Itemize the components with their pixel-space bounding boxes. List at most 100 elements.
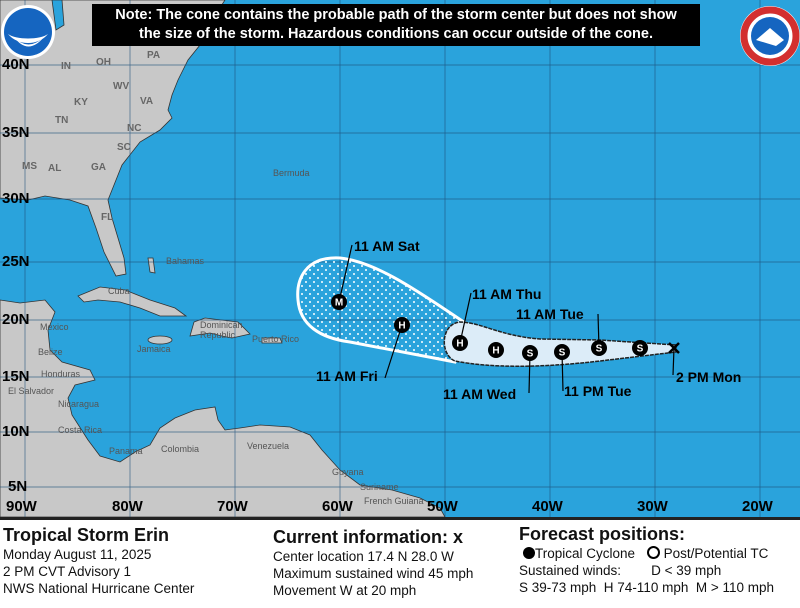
- state-label: AL: [48, 163, 62, 174]
- forecast-point-intensity: S: [637, 344, 644, 355]
- forecast-label: 2 PM Mon: [676, 369, 742, 385]
- forecast-point-intensity: S: [559, 348, 566, 359]
- forecast-point-intensity: M: [335, 298, 343, 309]
- lon-label: 80W: [112, 498, 143, 515]
- current-info-title: Current information: x: [273, 527, 464, 547]
- advisory-number: 2 PM CVT Advisory 1: [3, 564, 132, 579]
- state-label: KY: [74, 97, 88, 108]
- place-label: Venezuela: [247, 441, 290, 451]
- advisory-date: Monday August 11, 2025: [3, 547, 152, 562]
- state-label: OH: [96, 57, 111, 68]
- place-label: Panama: [109, 446, 143, 456]
- state-label: WV: [113, 81, 130, 92]
- state-label: TN: [55, 115, 69, 126]
- place-label: Nicaragua: [58, 399, 100, 409]
- place-label: Honduras: [41, 369, 81, 379]
- legend-panel: Tropical Storm Erin Monday August 11, 20…: [0, 517, 800, 608]
- forecast-cone-days-1-3: [443, 321, 677, 367]
- lon-label: 60W: [322, 498, 353, 515]
- forecast-label: 11 PM Tue: [564, 383, 632, 399]
- forecast-label: 11 AM Thu: [472, 286, 542, 302]
- forecast-point-s: [554, 344, 570, 360]
- lat-label: 35N: [2, 124, 30, 141]
- lat-label: 40N: [2, 56, 30, 73]
- forecast-point-intensity: S: [527, 349, 534, 360]
- lat-label: 30N: [2, 190, 30, 207]
- state-label: GA: [91, 162, 106, 173]
- note-line-1: Note: The cone contains the probable pat…: [115, 7, 677, 23]
- state-label: NC: [127, 123, 142, 134]
- lat-label: 15N: [2, 368, 30, 385]
- current-info: Current information: x Center location 1…: [273, 526, 473, 599]
- storm-info: Tropical Storm Erin Monday August 11, 20…: [3, 524, 194, 597]
- forecast-point-intensity: H: [492, 346, 499, 357]
- nws-logo: [740, 6, 800, 66]
- map: S S S S H H H M: [0, 0, 800, 517]
- state-label: SC: [117, 142, 131, 153]
- jamaica: [147, 335, 173, 345]
- lon-label: 70W: [217, 498, 248, 515]
- forecast-point-s: [591, 340, 607, 356]
- forecast-point-h: [488, 342, 504, 358]
- forecast-point-s: [522, 345, 538, 361]
- graticule: [0, 0, 800, 517]
- place-label: Mexico: [40, 322, 69, 332]
- note-line-2: the size of the storm. Hazardous conditi…: [138, 26, 653, 42]
- lon-label: 30W: [637, 498, 668, 515]
- max-wind: Maximum sustained wind 45 mph: [273, 566, 474, 581]
- cone-note: Note: The cone contains the probable pat…: [92, 4, 700, 46]
- lat-label: 20N: [2, 311, 30, 328]
- place-label: Colombia: [161, 444, 200, 454]
- place-label: Cuba: [108, 286, 130, 296]
- place-label: Costa Rica: [58, 425, 103, 435]
- forecast-label: 11 AM Fri: [316, 368, 378, 384]
- place-label: Puerto Rico: [252, 334, 300, 344]
- lon-label: 20W: [742, 498, 773, 515]
- state-label: FL: [101, 212, 114, 223]
- puerto-rico: [261, 337, 283, 344]
- forecast-point-h: [452, 335, 468, 351]
- open-circle-icon: [646, 546, 660, 559]
- noaa-logo: [1, 5, 55, 59]
- issuing-center: NWS National Hurricane Center: [3, 581, 195, 596]
- tropical-cyclone-key: Tropical Cyclone: [535, 546, 636, 561]
- track-points: S S S S H H H M: [331, 294, 648, 361]
- storm-name: Tropical Storm Erin: [3, 525, 170, 545]
- forecast-point-m: [331, 294, 347, 310]
- forecast-title: Forecast positions:: [519, 524, 686, 544]
- filled-circle-icon: [523, 547, 535, 559]
- place-label: El Salvador: [8, 386, 55, 396]
- lat-label: 10N: [2, 423, 30, 440]
- post-tc-key: Post/Potential TC: [663, 546, 769, 561]
- state-label: VA: [140, 96, 154, 107]
- lon-label: 90W: [6, 498, 37, 515]
- forecast-label: 11 AM Sat: [354, 238, 420, 254]
- wind-key-shm: S 39-73 mph H 74-110 mph M > 110 mph: [519, 580, 775, 595]
- place-label: Dominican Republic: [200, 320, 243, 340]
- lon-label: 50W: [427, 498, 458, 515]
- forecast-point-intensity: H: [398, 321, 405, 332]
- forecast-point-h: [394, 317, 410, 333]
- lake: [51, 0, 65, 31]
- cuba: [77, 286, 188, 317]
- forecast-point-intensity: S: [596, 344, 603, 355]
- central-south-america: [0, 299, 446, 517]
- forecast-key: Forecast positions: Tropical Cyclone Pos…: [519, 523, 774, 596]
- us-east-coast: [0, 0, 226, 277]
- center-location: Center location 17.4 N 28.0 W: [273, 549, 454, 564]
- place-label: Suriname: [360, 482, 399, 492]
- forecast-label: 11 AM Wed: [443, 386, 517, 402]
- forecast-point-intensity: H: [456, 339, 463, 350]
- place-label: Bermuda: [273, 168, 310, 178]
- place-label: Belize: [38, 347, 63, 357]
- forecast-cone-days-4-5: [296, 256, 472, 364]
- lat-label: 5N: [8, 478, 28, 495]
- lon-label: 40W: [532, 498, 563, 515]
- place-label: Bahamas: [166, 256, 205, 266]
- state-label: IN: [61, 61, 71, 72]
- place-label: Guyana: [332, 467, 364, 477]
- lat-label: 25N: [2, 253, 30, 270]
- state-label: PA: [147, 50, 161, 61]
- sustained-winds-label: Sustained winds:: [519, 563, 622, 578]
- forecast-label: 11 AM Tue: [516, 306, 584, 322]
